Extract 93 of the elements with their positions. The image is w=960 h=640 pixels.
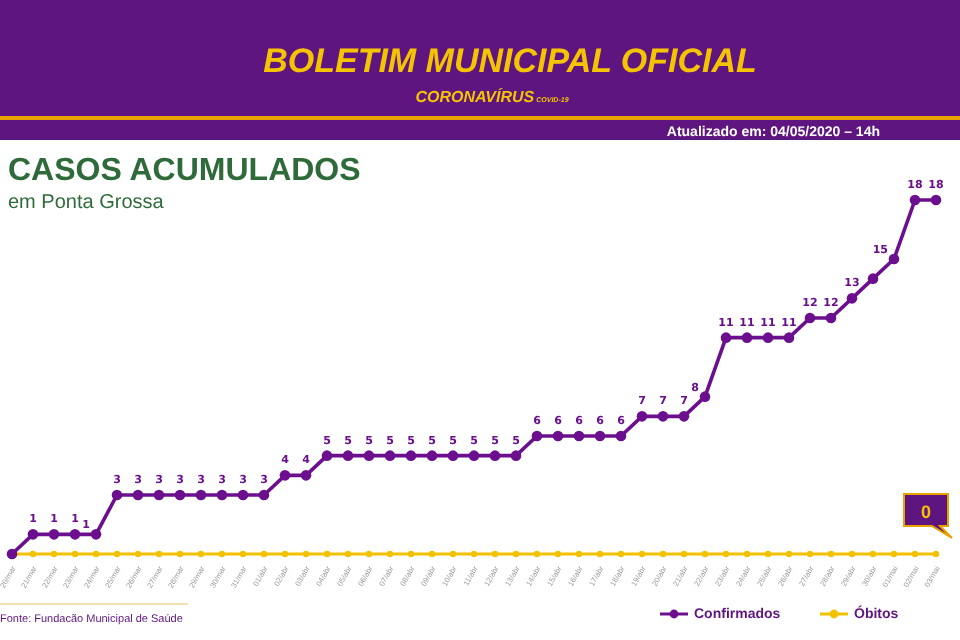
point — [533, 550, 541, 558]
point — [554, 550, 562, 558]
point — [510, 450, 522, 461]
point — [615, 430, 627, 442]
point — [384, 450, 396, 461]
point — [344, 550, 352, 558]
point — [237, 489, 249, 501]
point — [827, 550, 835, 558]
point — [239, 550, 247, 558]
point — [552, 430, 564, 442]
point — [176, 550, 184, 558]
text: BOLETIM MUNICIPAL OFICIAL — [263, 42, 757, 80]
text: CORONAVÍRUS — [415, 88, 535, 106]
point — [909, 194, 921, 206]
point — [699, 391, 711, 402]
point — [617, 550, 625, 558]
point — [134, 550, 142, 558]
point — [596, 550, 604, 558]
point — [659, 550, 667, 558]
point — [449, 550, 457, 558]
point — [468, 450, 480, 461]
point — [302, 550, 310, 558]
point — [27, 529, 39, 540]
point — [195, 489, 207, 501]
point — [657, 411, 669, 422]
point — [638, 550, 646, 558]
point — [29, 550, 37, 558]
point — [846, 293, 858, 304]
point — [407, 550, 415, 558]
point — [386, 550, 394, 558]
point — [153, 489, 165, 501]
point — [405, 450, 417, 461]
point — [491, 550, 499, 558]
point — [197, 550, 205, 558]
point — [741, 332, 753, 343]
point — [216, 489, 228, 501]
point — [260, 550, 268, 558]
point — [90, 529, 102, 540]
point — [50, 550, 58, 558]
point — [764, 550, 772, 558]
point — [69, 529, 81, 540]
point — [785, 550, 793, 558]
point — [932, 550, 940, 558]
point — [281, 550, 289, 558]
chart-subtitle: em Ponta Grossa — [8, 192, 165, 214]
point — [678, 411, 690, 422]
point — [888, 253, 900, 265]
point — [279, 470, 291, 481]
point — [321, 450, 333, 461]
point — [720, 332, 732, 343]
point — [636, 411, 648, 422]
point — [701, 550, 709, 558]
point — [573, 430, 585, 442]
point — [113, 550, 121, 558]
point — [575, 550, 583, 558]
point — [594, 430, 606, 442]
chart-title: CASOS ACUMULADOS — [8, 154, 362, 188]
point — [930, 194, 942, 206]
point — [911, 550, 919, 558]
annotation: 0 — [920, 502, 932, 522]
point — [762, 332, 774, 343]
point — [48, 529, 60, 540]
point — [155, 550, 163, 558]
point — [470, 550, 478, 558]
point — [531, 430, 543, 442]
point — [447, 450, 459, 461]
point — [680, 550, 688, 558]
point — [132, 489, 144, 501]
point — [512, 550, 520, 558]
point — [743, 550, 751, 558]
point — [825, 312, 837, 324]
point — [869, 550, 877, 558]
point — [300, 470, 312, 481]
point — [804, 312, 816, 324]
point — [111, 489, 123, 501]
point — [218, 550, 226, 558]
point — [323, 550, 331, 558]
point — [428, 550, 436, 558]
point — [174, 489, 186, 501]
point — [806, 550, 814, 558]
point — [342, 450, 354, 461]
point — [71, 550, 79, 558]
point — [258, 489, 270, 501]
point — [890, 550, 898, 558]
point — [426, 450, 438, 461]
point — [489, 450, 501, 461]
point — [848, 550, 856, 558]
point — [92, 550, 100, 558]
point — [363, 450, 375, 461]
point — [783, 332, 795, 343]
point — [867, 273, 879, 284]
point — [722, 550, 730, 558]
point — [365, 550, 373, 558]
